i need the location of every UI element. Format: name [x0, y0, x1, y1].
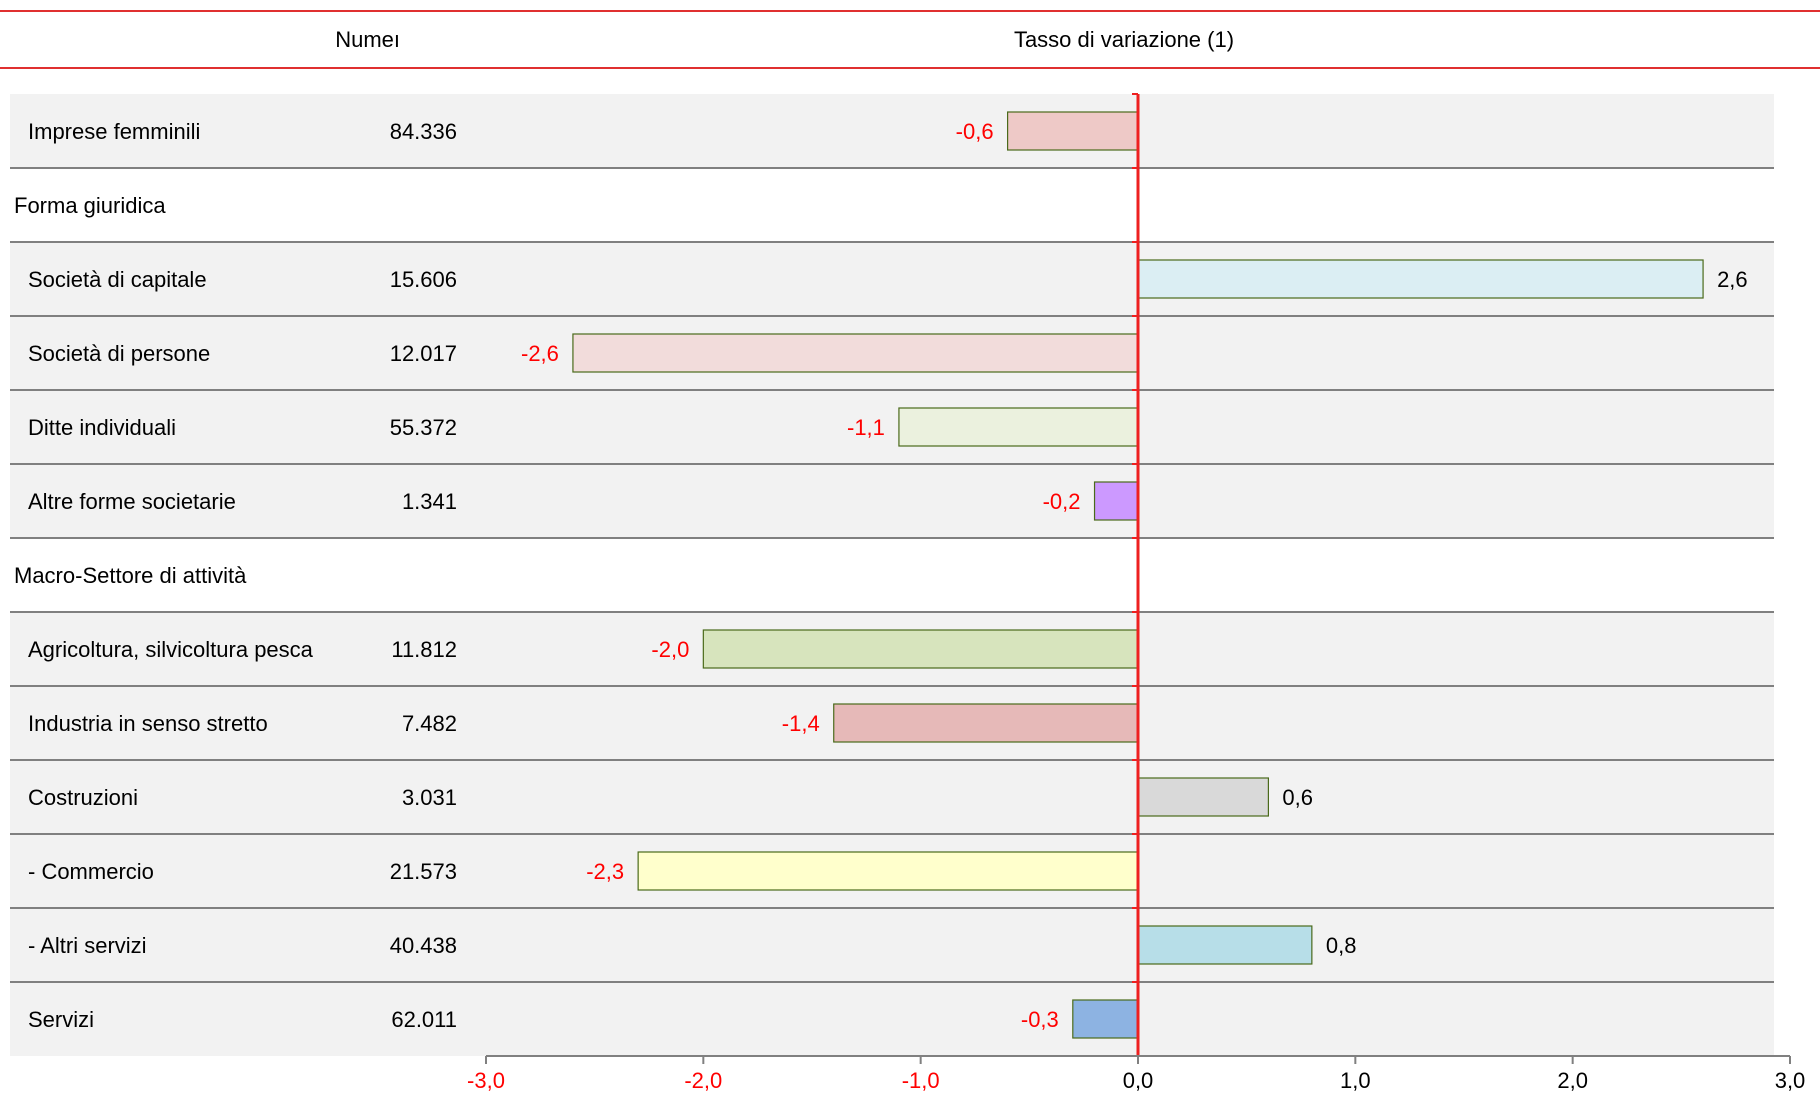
bars: [572, 111, 1704, 1039]
row-label: Industria in senso stretto: [28, 711, 268, 736]
row-label: Società di capitale: [28, 267, 207, 292]
row-separators: [10, 167, 1774, 983]
x-tick-label: -1,0: [902, 1068, 940, 1093]
value-label: -2,3: [586, 859, 624, 884]
value-label: 0,8: [1326, 933, 1357, 958]
x-tick-label: 0,0: [1123, 1068, 1154, 1093]
row-backgrounds: [10, 94, 1774, 1056]
row-label: Ditte individuali: [28, 415, 176, 440]
group-header: Forma giuridica: [14, 193, 166, 218]
row-label: Agricoltura, silvicoltura pesca: [28, 637, 314, 662]
row-number: 55.372: [390, 415, 457, 440]
group-header: Macro-Settore di attività: [14, 563, 247, 588]
row-band: [10, 982, 1774, 1056]
row-band: [10, 908, 1774, 982]
x-tick-label: 1,0: [1340, 1068, 1371, 1093]
value-label: 2,6: [1717, 267, 1748, 292]
bar: [833, 703, 1139, 743]
row-band: [10, 760, 1774, 834]
x-tick-label: -2,0: [684, 1068, 722, 1093]
row-label: Altre forme societarie: [28, 489, 236, 514]
row-number: 12.017: [390, 341, 457, 366]
value-label: 0,6: [1282, 785, 1313, 810]
value-label: -0,2: [1043, 489, 1081, 514]
row-labels: Imprese femminili Forma giuridica Società …: [14, 119, 314, 1032]
x-tick-label: 3,0: [1775, 1068, 1806, 1093]
row-label: Società di persone: [28, 341, 210, 366]
bar: [1006, 111, 1139, 151]
value-label: -2,0: [651, 637, 689, 662]
column-header-rate: Tasso di variazione (1): [1014, 27, 1234, 52]
row-label: Servizi: [28, 1007, 94, 1032]
row-band: [10, 94, 1774, 168]
bar: [1137, 925, 1313, 965]
value-labels: -0,6 2,6 -2,6 -1,1 -0,2 -2,0 -1,4 0,6 -2,3 0,8 -0,…: [521, 119, 1748, 1032]
x-tick-label: 2,0: [1557, 1068, 1588, 1093]
x-tick-label: -3,0: [467, 1068, 505, 1093]
row-number: 3.031: [402, 785, 457, 810]
row-number: 62.011: [391, 1007, 457, 1032]
bar: [1137, 777, 1269, 817]
bar: [637, 851, 1139, 891]
row-band: [10, 390, 1774, 464]
row-number: 11.812: [391, 637, 457, 662]
row-number: 40.438: [390, 933, 457, 958]
row-number: 84.336: [390, 119, 457, 144]
bar: [1072, 999, 1139, 1039]
bar: [898, 407, 1139, 447]
value-label: -1,1: [847, 415, 885, 440]
bar: [702, 629, 1139, 669]
row-label: Imprese femminili: [28, 119, 200, 144]
bar: [1137, 259, 1704, 299]
row-numbers: 84.336 15.606 12.017 55.372 1.341 11.812 7.482…: [390, 119, 457, 1032]
row-label: Costruzioni: [28, 785, 138, 810]
row-number: 15.606: [390, 267, 457, 292]
row-number: 7.482: [402, 711, 457, 736]
x-axis: -3,0 -2,0 -1,0 0,0 1,0 2,0 3,0: [467, 1055, 1806, 1093]
value-label: -0,6: [956, 119, 994, 144]
row-number: 1.341: [402, 489, 457, 514]
value-label: -0,3: [1021, 1007, 1059, 1032]
bar: [1093, 481, 1139, 521]
row-label: - Commercio: [28, 859, 154, 884]
value-label: -2,6: [521, 341, 559, 366]
row-band: [10, 464, 1774, 538]
value-label: -1,4: [782, 711, 820, 736]
row-label: - Altri servizi: [28, 933, 147, 958]
row-number: 21.573: [390, 859, 457, 884]
bar: [572, 333, 1139, 373]
column-header-number: Numeı: [335, 27, 400, 52]
